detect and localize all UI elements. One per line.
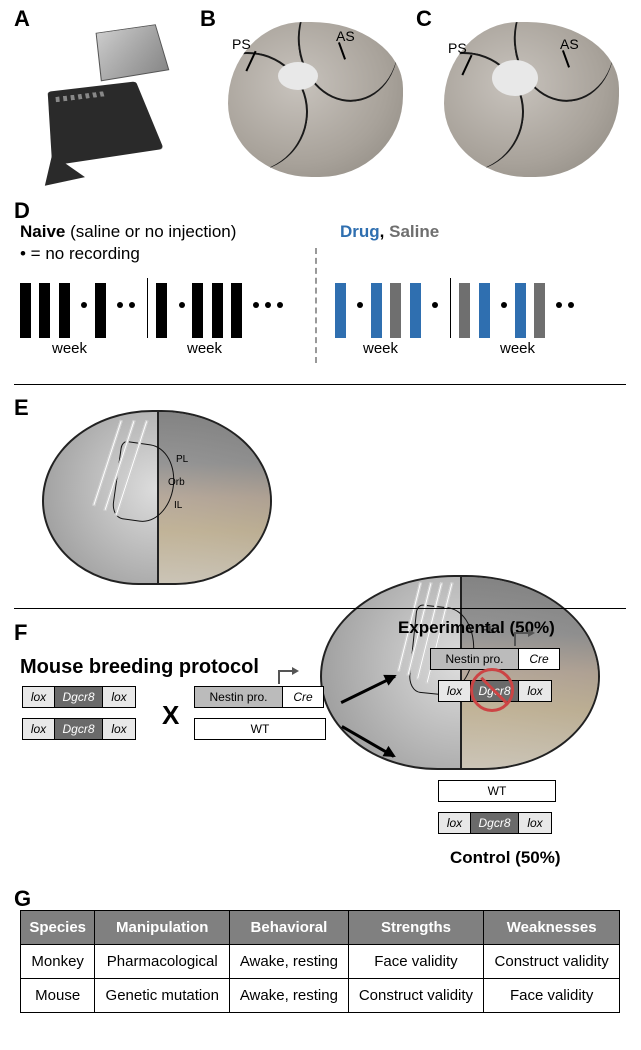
panel-label-a: A	[14, 6, 30, 32]
ps-label-c: PS	[448, 40, 467, 56]
promoter-arrow-1	[278, 670, 300, 684]
th-manipulation: Manipulation	[95, 911, 230, 945]
week-label-4: week	[500, 340, 535, 357]
orb-label: Orb	[168, 477, 185, 488]
panel-d-naive-bars	[20, 278, 286, 338]
panel-label-d: D	[14, 198, 30, 224]
panel-label-e: E	[14, 395, 29, 421]
comparison-table: Species Manipulation Behavioral Strength…	[20, 910, 620, 1013]
recording-device	[40, 15, 175, 185]
table-row: Monkey Pharmacological Awake, resting Fa…	[21, 945, 620, 979]
parent1-allele2: lox Dgcr8 lox	[22, 718, 136, 740]
panel-d-legend-naive: Naive (saline or no injection)	[20, 222, 236, 242]
th-weaknesses: Weaknesses	[484, 911, 620, 945]
knockout-symbol	[470, 668, 514, 712]
panel-label-c: C	[416, 6, 432, 32]
panel-label-b: B	[200, 6, 216, 32]
breeding-title: Mouse breeding protocol	[20, 656, 259, 679]
cross-x: X	[162, 700, 179, 731]
ctrl-allele1: WT	[438, 780, 556, 802]
parent2-allele2: WT	[194, 718, 326, 740]
th-species: Species	[21, 911, 95, 945]
separator-e-f	[14, 608, 626, 609]
th-strengths: Strengths	[348, 911, 484, 945]
table-row: Mouse Genetic mutation Awake, resting Co…	[21, 979, 620, 1013]
week-label-1: week	[52, 340, 87, 357]
il-label-1: IL	[174, 500, 182, 511]
pl-label-1: PL	[176, 454, 188, 465]
exp-allele1: Nestin pro. Cre	[430, 648, 560, 670]
ps-label-b: PS	[232, 36, 251, 52]
week-label-2: week	[187, 340, 222, 357]
panel-d-drug-bars	[335, 278, 577, 338]
coronal-right: PL IL	[320, 575, 600, 770]
ctrl-allele2: lox Dgcr8 lox	[438, 812, 552, 834]
week-label-3: week	[363, 340, 398, 357]
control-label: Control (50%)	[450, 848, 561, 868]
panel-d-bullet-note: • = no recording	[20, 244, 140, 264]
separator-d-e	[14, 384, 626, 385]
brain-c: PS AS	[444, 22, 619, 177]
brain-b: PS AS	[228, 22, 403, 177]
parent1-allele1: lox Dgcr8 lox	[22, 686, 136, 708]
parent2-allele1: Nestin pro. Cre	[194, 686, 324, 708]
panel-label-f: F	[14, 620, 27, 646]
th-behavioral: Behavioral	[230, 911, 348, 945]
promoter-arrow-2	[514, 632, 536, 646]
panel-d-legend-drug: Drug, Saline	[340, 222, 439, 242]
panel-d-divider	[315, 248, 317, 363]
panel-label-g: G	[14, 886, 31, 912]
coronal-left: PL Orb IL	[42, 410, 272, 585]
